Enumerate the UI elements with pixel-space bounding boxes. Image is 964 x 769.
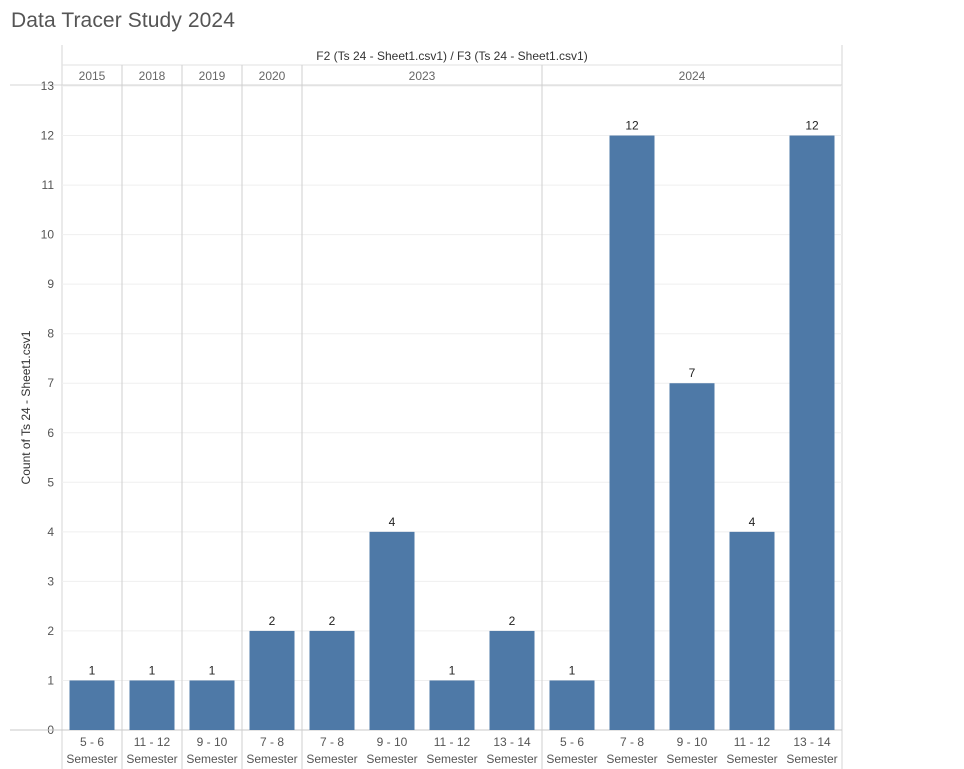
y-tick-label: 4 — [47, 525, 54, 539]
bar[interactable] — [309, 630, 355, 730]
x-category-label: 9 - 10 — [197, 735, 228, 749]
y-tick-label: 11 — [42, 178, 55, 192]
x-category-sublabel: Semester — [426, 752, 477, 766]
bar-value-label: 12 — [625, 119, 639, 133]
bar[interactable] — [669, 383, 715, 730]
bar-value-label: 7 — [689, 366, 696, 380]
bar[interactable] — [129, 680, 175, 730]
x-category-sublabel: Semester — [186, 752, 237, 766]
x-category-sublabel: Semester — [66, 752, 117, 766]
x-category-label: 11 - 12 — [734, 735, 771, 749]
y-axis-title: Count of Ts 24 - Sheet1.csv1 — [19, 330, 33, 484]
y-tick-label: 6 — [47, 426, 54, 440]
y-tick-label: 7 — [47, 376, 54, 390]
y-tick-label: 3 — [47, 574, 54, 588]
bar[interactable] — [489, 630, 535, 730]
y-tick-label: 1 — [47, 673, 54, 687]
x-category-label: 13 - 14 — [793, 735, 831, 749]
y-tick-label: 9 — [47, 277, 54, 291]
bar-value-label: 2 — [329, 614, 336, 628]
year-header-label: 2020 — [259, 69, 286, 83]
y-tick-label: 2 — [47, 624, 54, 638]
x-category-sublabel: Semester — [786, 752, 837, 766]
bar[interactable] — [729, 531, 775, 730]
x-category-label: 5 - 6 — [560, 735, 584, 749]
year-header-label: 2015 — [79, 69, 106, 83]
year-header-label: 2024 — [679, 69, 706, 83]
bar-value-label: 2 — [269, 614, 276, 628]
bar[interactable] — [549, 680, 595, 730]
x-category-sublabel: Semester — [486, 752, 537, 766]
x-category-label: 11 - 12 — [434, 735, 471, 749]
bar-value-label: 1 — [569, 663, 576, 677]
bar-value-label: 12 — [805, 119, 819, 133]
x-category-sublabel: Semester — [726, 752, 777, 766]
x-category-sublabel: Semester — [546, 752, 597, 766]
x-category-label: 9 - 10 — [677, 735, 708, 749]
x-category-label: 13 - 14 — [493, 735, 531, 749]
y-tick-label: 12 — [41, 129, 55, 143]
bar-value-label: 2 — [509, 614, 516, 628]
bar[interactable] — [369, 531, 415, 730]
x-category-label: 7 - 8 — [620, 735, 644, 749]
x-category-label: 7 - 8 — [320, 735, 344, 749]
x-category-label: 5 - 6 — [80, 735, 104, 749]
bar-value-label: 4 — [749, 515, 756, 529]
bar[interactable] — [249, 630, 295, 730]
bar-value-label: 1 — [209, 663, 216, 677]
bar[interactable] — [69, 680, 115, 730]
column-header: F2 (Ts 24 - Sheet1.csv1) / F3 (Ts 24 - S… — [316, 49, 587, 63]
x-category-sublabel: Semester — [666, 752, 717, 766]
bar-value-label: 1 — [149, 663, 156, 677]
y-tick-label: 8 — [47, 327, 54, 341]
bar[interactable] — [429, 680, 475, 730]
x-category-label: 11 - 12 — [134, 735, 171, 749]
x-category-sublabel: Semester — [606, 752, 657, 766]
bar[interactable] — [789, 135, 835, 731]
year-header-label: 2018 — [139, 69, 166, 83]
bar-value-label: 1 — [449, 663, 456, 677]
x-category-label: 7 - 8 — [260, 735, 284, 749]
bar-value-label: 4 — [389, 515, 396, 529]
x-category-sublabel: Semester — [126, 752, 177, 766]
bar[interactable] — [609, 135, 655, 731]
y-tick-label: 10 — [41, 228, 55, 242]
x-category-sublabel: Semester — [366, 752, 417, 766]
bar[interactable] — [189, 680, 235, 730]
bar-value-label: 1 — [89, 663, 96, 677]
y-tick-label: 5 — [47, 475, 54, 489]
x-category-label: 9 - 10 — [377, 735, 408, 749]
x-category-sublabel: Semester — [246, 752, 297, 766]
y-tick-label: 13 — [41, 79, 55, 93]
year-header-label: 2019 — [199, 69, 226, 83]
x-category-sublabel: Semester — [306, 752, 357, 766]
page-title: Data Tracer Study 2024 — [11, 9, 235, 32]
year-header-label: 2023 — [409, 69, 436, 83]
